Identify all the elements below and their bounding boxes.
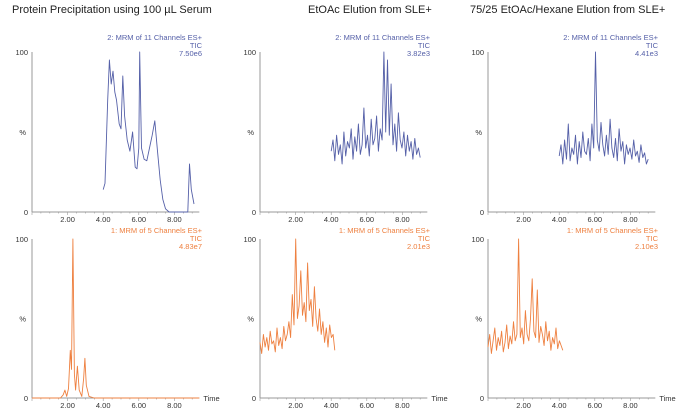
y-tick-label: 0 bbox=[24, 208, 28, 217]
x-axis-label: Time bbox=[203, 394, 219, 403]
x-tick-label: 6.00 bbox=[359, 215, 374, 224]
panel-title-protein-precipitation: Protein Precipitation using 100 µL Serum bbox=[12, 4, 212, 16]
chromatogram-trace-3 bbox=[32, 238, 200, 399]
trace-intensity: 3.82e3 bbox=[407, 49, 430, 58]
panel-title-etoac-hexane: 75/25 EtOAc/Hexane Elution from SLE+ bbox=[470, 4, 666, 16]
x-tick-label: 4.00 bbox=[96, 215, 111, 224]
y-axis-label: % bbox=[475, 128, 482, 137]
trace-sub-label: TIC bbox=[190, 41, 203, 50]
trace-label: 1: MRM of 5 Channels ES+ bbox=[339, 226, 431, 235]
y-axis-label: % bbox=[475, 315, 482, 324]
x-axis-label: Time bbox=[659, 394, 675, 403]
x-tick-label: 6.00 bbox=[131, 401, 146, 410]
trace-label: 2: MRM of 11 Channels ES+ bbox=[563, 33, 658, 42]
y-tick-label: 100 bbox=[15, 235, 28, 244]
y-axis-label: % bbox=[247, 315, 254, 324]
chromatogram-trace-1 bbox=[330, 51, 421, 165]
chromatogram-trace-2 bbox=[558, 51, 649, 165]
x-tick-label: 8.00 bbox=[167, 401, 182, 410]
x-axis-label: Time bbox=[431, 394, 447, 403]
trace-label: 1: MRM of 5 Channels ES+ bbox=[567, 226, 659, 235]
y-tick-label: 100 bbox=[243, 235, 256, 244]
chromatogram-trace-5 bbox=[487, 238, 564, 354]
x-tick-label: 4.00 bbox=[324, 401, 339, 410]
x-tick-label: 2.00 bbox=[288, 215, 303, 224]
x-tick-label: 2.00 bbox=[60, 401, 75, 410]
trace-sub-label: TIC bbox=[418, 234, 431, 243]
x-tick-label: 2.00 bbox=[60, 215, 75, 224]
y-tick-label: 0 bbox=[480, 208, 484, 217]
x-tick-label: 6.00 bbox=[587, 401, 602, 410]
trace-intensity: 7.50e6 bbox=[179, 49, 202, 58]
x-tick-label: 2.00 bbox=[288, 401, 303, 410]
trace-intensity: 2.10e3 bbox=[635, 242, 658, 251]
trace-sub-label: TIC bbox=[646, 234, 659, 243]
y-tick-label: 0 bbox=[252, 208, 256, 217]
trace-label: 1: MRM of 5 Channels ES+ bbox=[111, 226, 203, 235]
x-tick-label: 6.00 bbox=[131, 215, 146, 224]
y-tick-label: 100 bbox=[471, 235, 484, 244]
x-tick-label: 4.00 bbox=[552, 401, 567, 410]
x-tick-label: 6.00 bbox=[359, 401, 374, 410]
trace-intensity: 4.41e3 bbox=[635, 49, 658, 58]
chromatogram-trace-4 bbox=[259, 238, 336, 354]
panel-title-etoac: EtOAc Elution from SLE+ bbox=[308, 4, 432, 16]
x-tick-label: 8.00 bbox=[623, 215, 638, 224]
x-tick-label: 2.00 bbox=[516, 401, 531, 410]
x-tick-label: 8.00 bbox=[623, 401, 638, 410]
trace-sub-label: TIC bbox=[190, 234, 203, 243]
trace-label: 2: MRM of 11 Channels ES+ bbox=[107, 33, 202, 42]
x-tick-label: 8.00 bbox=[395, 401, 410, 410]
x-tick-label: 6.00 bbox=[587, 215, 602, 224]
y-tick-label: 100 bbox=[15, 48, 28, 57]
trace-sub-label: TIC bbox=[418, 41, 431, 50]
y-tick-label: 100 bbox=[243, 48, 256, 57]
chromatogram-trace-0 bbox=[102, 51, 195, 213]
x-tick-label: 8.00 bbox=[167, 215, 182, 224]
y-tick-label: 0 bbox=[480, 394, 484, 403]
trace-label: 2: MRM of 11 Channels ES+ bbox=[335, 33, 430, 42]
trace-intensity: 4.83e7 bbox=[179, 242, 202, 251]
y-tick-label: 0 bbox=[252, 394, 256, 403]
x-tick-label: 4.00 bbox=[552, 215, 567, 224]
trace-intensity: 2.01e3 bbox=[407, 242, 430, 251]
x-tick-label: 8.00 bbox=[395, 215, 410, 224]
y-tick-label: 0 bbox=[24, 394, 28, 403]
y-axis-label: % bbox=[19, 128, 26, 137]
y-axis-label: % bbox=[247, 128, 254, 137]
x-tick-label: 4.00 bbox=[96, 401, 111, 410]
y-axis-label: % bbox=[19, 315, 26, 324]
trace-sub-label: TIC bbox=[646, 41, 659, 50]
y-tick-label: 100 bbox=[471, 48, 484, 57]
x-tick-label: 2.00 bbox=[516, 215, 531, 224]
x-tick-label: 4.00 bbox=[324, 215, 339, 224]
